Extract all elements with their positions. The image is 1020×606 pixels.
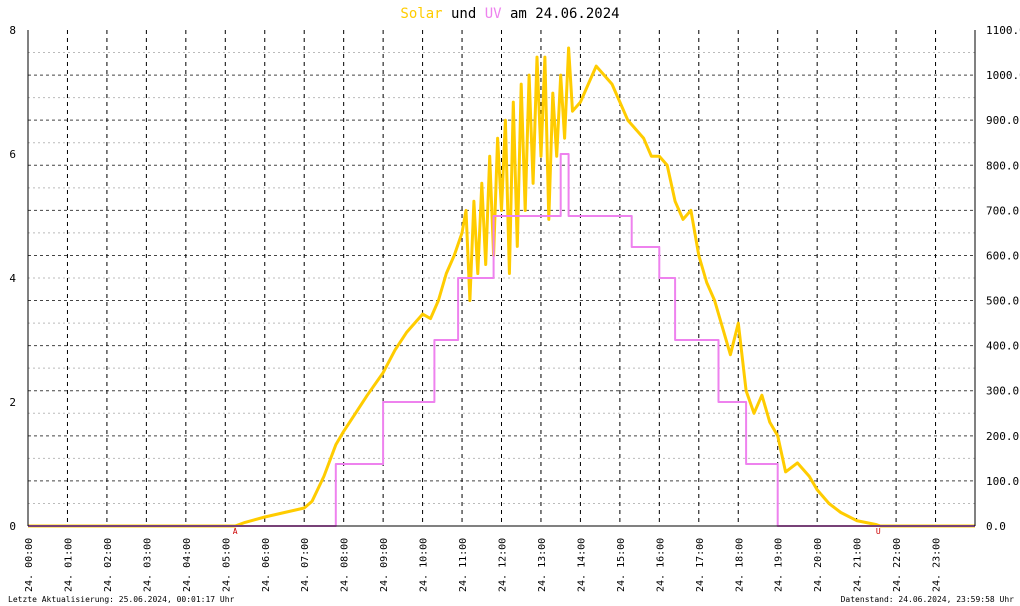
title-date: am 24.06.2024 — [502, 6, 620, 22]
x-tick-label: 24. 08:00 — [340, 538, 351, 592]
x-tick-label: 24. 18:00 — [734, 538, 745, 592]
y-right-tick-label: 0.0 — [986, 520, 1006, 533]
x-tick-label: 24. 21:00 — [853, 538, 864, 592]
x-tick-label: 24. 01:00 — [63, 538, 74, 592]
y-right-tick-label: 900.0 — [986, 114, 1019, 127]
series-group — [28, 46, 975, 528]
grid-lines — [28, 30, 975, 526]
x-tick-label: 24. 09:00 — [379, 538, 390, 592]
axes — [27, 30, 976, 527]
y-right-tick-label: 100.0 — [986, 475, 1019, 488]
y-left-tick-label: 8 — [9, 24, 16, 37]
y-right-tick-label: 600.0 — [986, 249, 1019, 262]
x-tick-label: 24. 17:00 — [695, 538, 706, 592]
x-tick-label: 24. 23:00 — [932, 538, 943, 592]
y-right-tick-label: 500.0 — [986, 295, 1019, 308]
y-right-tick-label: 700.0 — [986, 204, 1019, 217]
y-left-tick-label: 6 — [9, 148, 16, 161]
x-tick-label: 24. 11:00 — [458, 538, 469, 592]
title-und: und — [443, 6, 485, 22]
y-right-tick-label: 1100.0 — [986, 24, 1020, 37]
x-tick-label: 24. 13:00 — [537, 538, 548, 592]
marker-label: U — [876, 527, 881, 536]
x-tick-label: 24. 04:00 — [182, 538, 193, 592]
chart-title: Solar und UV am 24.06.2024 — [400, 6, 619, 22]
x-tick-label: 24. 15:00 — [616, 538, 627, 592]
x-tick-label: 24. 02:00 — [103, 538, 114, 592]
y-right-tick-label: 1000.0 — [986, 69, 1020, 82]
last-update-text: Letzte Aktualisierung: 25.06.2024, 00:01… — [8, 595, 235, 604]
y-right-tick-label: 200.0 — [986, 430, 1019, 443]
series-uv-line — [28, 153, 975, 527]
y-left-tick-label: 0 — [9, 520, 16, 533]
y-right-tick-label: 400.0 — [986, 340, 1019, 353]
x-tick-label: 24. 03:00 — [142, 538, 153, 592]
x-tick-label: 24. 22:00 — [892, 538, 903, 592]
x-tick-label: 24. 07:00 — [300, 538, 311, 592]
series-solar-line — [28, 46, 975, 528]
x-tick-label: 24. 16:00 — [655, 538, 666, 592]
x-tick-label: 24. 10:00 — [419, 538, 430, 592]
x-tick-label: 24. 20:00 — [813, 538, 824, 592]
y-left-tick-label: 2 — [9, 396, 16, 409]
marker-label: A — [233, 527, 238, 536]
y-right-tick-label: 300.0 — [986, 385, 1019, 398]
x-tick-label: 24. 14:00 — [576, 538, 587, 592]
y-left-tick-label: 4 — [9, 272, 16, 285]
data-status-text: Datenstand: 24.06.2024, 23:59:58 Uhr — [840, 595, 1014, 604]
axis-labels: 0 2 4 6 8 0.0 100.0 200.0 300.0 400.0 500.0 600.0 70… — [9, 24, 1020, 592]
x-tick-label: 24. 06:00 — [261, 538, 272, 592]
title-uv: UV — [485, 6, 502, 22]
title-solar: Solar — [400, 6, 442, 22]
x-tick-label: 24. 19:00 — [774, 538, 785, 592]
y-right-tick-label: 800.0 — [986, 159, 1019, 172]
x-tick-label: 24. 12:00 — [498, 538, 509, 592]
x-tick-label: 24. 00:00 — [24, 538, 35, 592]
x-tick-label: 24. 05:00 — [221, 538, 232, 592]
